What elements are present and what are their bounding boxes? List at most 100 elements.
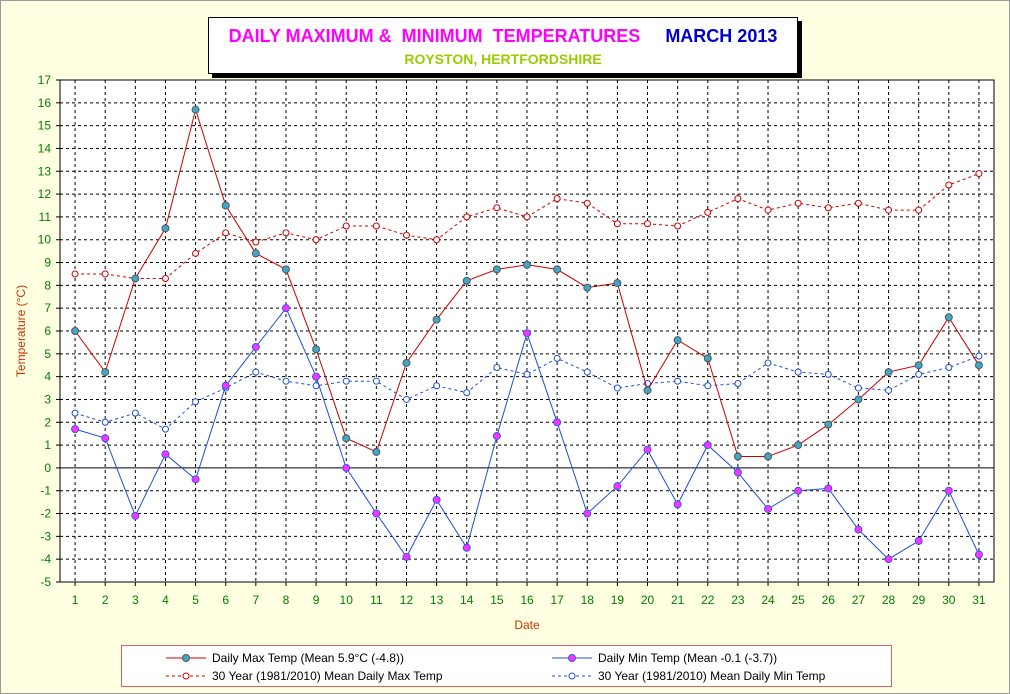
y-tick-label: 7 bbox=[44, 301, 51, 315]
max-temp-point bbox=[281, 265, 290, 274]
x-tick-label: 26 bbox=[822, 593, 836, 607]
mean-max-temp-point bbox=[282, 229, 290, 237]
max-temp-point bbox=[312, 345, 321, 354]
mean-min-temp-point bbox=[282, 377, 290, 385]
mean-min-temp-point bbox=[824, 370, 832, 378]
mean-min-temp-point bbox=[131, 409, 139, 417]
mean-max-temp-point bbox=[372, 222, 380, 230]
legend-marker-min-temp bbox=[568, 654, 576, 662]
mean-min-temp-point bbox=[493, 364, 501, 372]
x-tick-label: 3 bbox=[132, 593, 139, 607]
max-temp-point bbox=[71, 327, 80, 335]
x-tick-label: 31 bbox=[972, 593, 986, 607]
mean-min-temp-point bbox=[402, 395, 410, 403]
chart-legend: Daily Max Temp (Mean 5.9°C (-4.8)) Daily … bbox=[121, 645, 892, 687]
y-tick-label: 0 bbox=[44, 461, 51, 475]
mean-max-temp-point bbox=[945, 181, 953, 189]
x-tick-label: 12 bbox=[400, 593, 414, 607]
x-tick-label: 15 bbox=[490, 593, 504, 607]
max-temp-point bbox=[673, 336, 682, 345]
mean-min-temp-point bbox=[794, 368, 802, 376]
max-temp-point bbox=[191, 105, 200, 114]
max-temp-point bbox=[402, 358, 411, 367]
legend-label-max-temp: Daily Max Temp (Mean 5.9°C (-4.8)) bbox=[212, 651, 404, 665]
min-temp-point bbox=[643, 445, 652, 454]
mean-max-temp-point bbox=[975, 170, 983, 178]
x-tick-label: 27 bbox=[852, 593, 866, 607]
y-tick-label: 5 bbox=[44, 347, 51, 361]
mean-max-temp-point bbox=[824, 204, 832, 212]
x-tick-label: 1 bbox=[72, 593, 79, 607]
x-tick-label: 4 bbox=[162, 593, 169, 607]
min-temp-point bbox=[432, 495, 441, 504]
min-temp-point bbox=[191, 475, 200, 484]
mean-min-temp-point bbox=[915, 370, 923, 378]
mean-max-temp-point bbox=[613, 220, 621, 228]
mean-max-temp-point bbox=[312, 236, 320, 244]
mean-max-temp-point bbox=[101, 270, 109, 278]
mean-min-temp-point bbox=[854, 384, 862, 392]
max-temp-point bbox=[794, 441, 803, 450]
x-tick-label: 30 bbox=[942, 593, 956, 607]
legend-graphic: Daily Max Temp (Mean 5.9°C (-4.8)) Daily … bbox=[166, 651, 826, 683]
y-tick-label: 11 bbox=[39, 210, 52, 224]
y-tick-label: 10 bbox=[38, 233, 52, 247]
min-temp-point bbox=[312, 372, 321, 381]
min-temp-point bbox=[221, 381, 230, 390]
min-temp-point bbox=[824, 484, 833, 493]
y-tick-label: 12 bbox=[38, 187, 52, 201]
mean-max-temp-point bbox=[854, 199, 862, 207]
mean-min-temp-point bbox=[975, 352, 983, 360]
mean-max-temp-point bbox=[252, 238, 260, 246]
x-tick-label: 25 bbox=[791, 593, 805, 607]
x-tick-label: 20 bbox=[641, 593, 655, 607]
mean-max-temp-point bbox=[463, 213, 471, 221]
min-temp-point bbox=[583, 509, 592, 518]
min-temp-point bbox=[342, 463, 351, 472]
mean-max-temp-point bbox=[794, 199, 802, 207]
x-tick-label: 24 bbox=[761, 593, 775, 607]
min-temp-point bbox=[402, 552, 411, 561]
mean-min-temp-point bbox=[583, 368, 591, 376]
mean-min-temp-point bbox=[885, 386, 893, 394]
x-axis-label: Date bbox=[514, 618, 540, 632]
y-tick-label: -1 bbox=[40, 484, 51, 498]
max-temp-point bbox=[914, 361, 923, 370]
y-tick-label: -4 bbox=[40, 552, 51, 566]
min-temp-point bbox=[974, 550, 983, 559]
y-tick-label: 2 bbox=[44, 415, 51, 429]
min-temp-point bbox=[131, 511, 140, 520]
mean-min-temp-point bbox=[101, 418, 109, 426]
min-temp-point bbox=[613, 482, 622, 491]
mean-min-temp-point bbox=[945, 364, 953, 372]
x-tick-label: 21 bbox=[671, 593, 685, 607]
max-temp-point bbox=[221, 201, 230, 210]
max-temp-point bbox=[342, 434, 351, 443]
min-temp-point bbox=[854, 525, 863, 534]
min-temp-point bbox=[733, 468, 742, 477]
x-tick-label: 29 bbox=[912, 593, 926, 607]
mean-max-temp-point bbox=[161, 275, 169, 283]
max-temp-point bbox=[251, 249, 260, 258]
min-temp-point bbox=[251, 342, 260, 351]
min-temp-point bbox=[884, 555, 893, 564]
x-tick-label: 19 bbox=[611, 593, 625, 607]
mean-min-temp-point bbox=[523, 370, 531, 378]
min-temp-point bbox=[462, 543, 471, 552]
mean-min-temp-point bbox=[342, 377, 350, 385]
x-tick-label: 18 bbox=[581, 593, 595, 607]
mean-min-temp-point bbox=[372, 377, 380, 385]
y-tick-label: 6 bbox=[44, 324, 51, 338]
min-temp-point bbox=[281, 304, 290, 313]
mean-min-temp-point bbox=[613, 384, 621, 392]
mean-max-temp-point bbox=[704, 208, 712, 216]
min-temp-point bbox=[673, 500, 682, 509]
y-tick-label: 4 bbox=[44, 370, 51, 384]
legend-marker-mean-max-temp bbox=[182, 672, 190, 680]
max-temp-point bbox=[161, 224, 170, 233]
x-tick-label: 6 bbox=[222, 593, 229, 607]
max-temp-point bbox=[884, 368, 893, 377]
mean-min-temp-point bbox=[674, 377, 682, 385]
y-axis-label: Temperature (°C) bbox=[14, 285, 28, 377]
